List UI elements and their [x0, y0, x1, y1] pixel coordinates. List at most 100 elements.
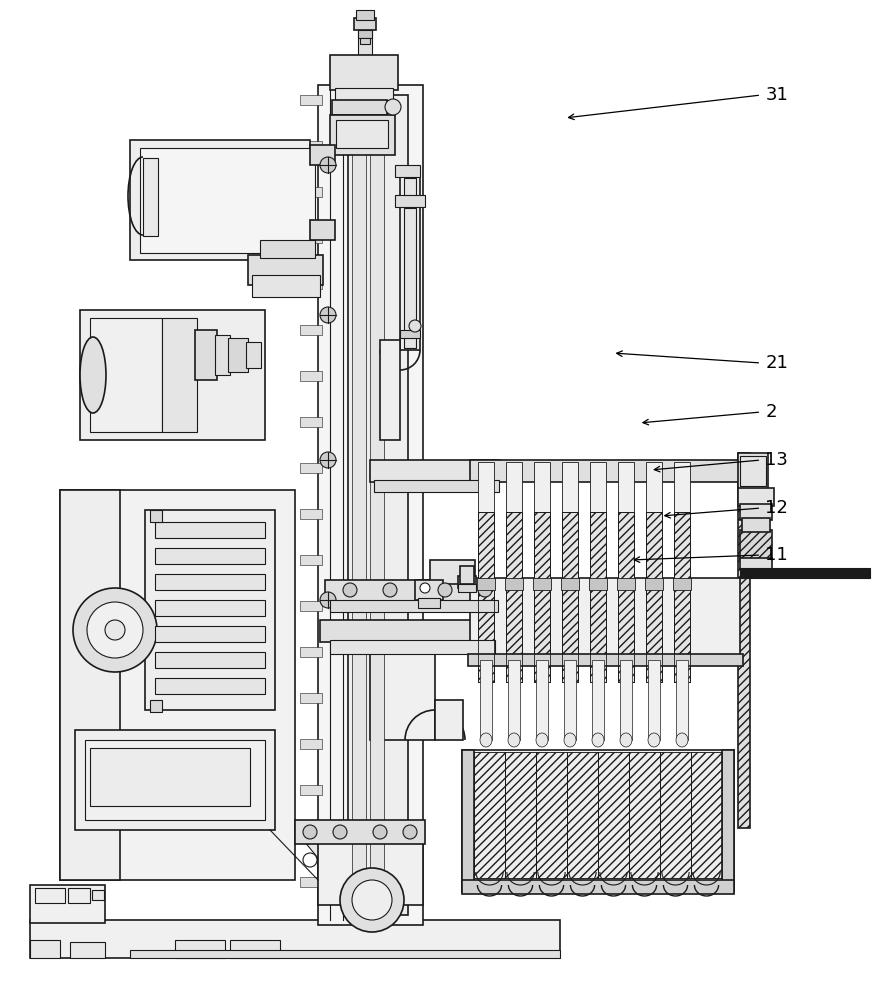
Text: 31: 31	[766, 86, 788, 104]
Bar	[660, 752, 691, 878]
Bar	[533, 578, 551, 590]
Bar	[534, 512, 550, 682]
Bar	[228, 338, 248, 372]
Bar	[374, 480, 499, 492]
Bar	[155, 574, 265, 590]
Bar	[358, 25, 372, 55]
Bar	[534, 512, 550, 682]
Bar	[400, 205, 420, 350]
Bar	[506, 462, 522, 512]
Ellipse shape	[80, 337, 106, 413]
Bar	[629, 752, 660, 878]
Bar	[300, 417, 322, 427]
Bar	[195, 330, 217, 380]
Circle shape	[373, 825, 387, 839]
Bar	[674, 462, 690, 512]
Bar	[300, 739, 322, 749]
Bar	[589, 578, 607, 590]
Bar	[300, 601, 322, 611]
Bar	[645, 578, 663, 590]
Bar	[673, 578, 691, 590]
Bar	[598, 752, 629, 878]
Bar	[508, 660, 520, 740]
Bar	[674, 512, 690, 682]
Bar	[246, 342, 261, 368]
Bar	[30, 885, 105, 923]
Bar	[618, 512, 634, 682]
Bar	[155, 522, 265, 538]
Bar	[300, 647, 322, 657]
Bar	[295, 820, 425, 844]
Bar	[370, 640, 435, 740]
Bar	[300, 463, 322, 473]
Bar	[300, 877, 322, 887]
Bar	[477, 578, 495, 590]
Bar	[35, 888, 65, 903]
Bar	[468, 654, 743, 666]
Polygon shape	[295, 820, 360, 885]
Circle shape	[320, 157, 336, 173]
Bar	[646, 512, 662, 682]
Ellipse shape	[676, 733, 688, 747]
Bar	[672, 580, 736, 656]
Circle shape	[320, 307, 336, 323]
Text: 2: 2	[766, 403, 777, 421]
Bar	[300, 187, 322, 197]
Bar	[738, 453, 768, 489]
Bar	[360, 38, 370, 44]
Circle shape	[320, 452, 336, 468]
Ellipse shape	[564, 733, 576, 747]
Bar	[60, 490, 120, 880]
Bar	[80, 310, 265, 440]
Bar	[740, 504, 772, 520]
Bar	[300, 95, 322, 105]
Bar	[506, 512, 522, 682]
Bar	[300, 325, 322, 335]
Bar	[395, 165, 420, 177]
Bar	[474, 752, 505, 878]
Bar	[230, 940, 280, 958]
Bar	[300, 693, 322, 703]
Bar	[325, 580, 500, 602]
Bar	[562, 462, 578, 512]
Bar	[660, 752, 691, 878]
Bar	[310, 220, 335, 240]
Bar	[318, 840, 423, 905]
Bar	[740, 558, 772, 570]
Bar	[330, 115, 395, 155]
Bar	[617, 578, 635, 590]
Text: 12: 12	[766, 499, 788, 517]
Bar	[130, 950, 560, 958]
Bar	[561, 578, 579, 590]
Bar	[534, 462, 550, 512]
Bar	[740, 530, 772, 560]
Bar	[415, 580, 443, 600]
Bar	[505, 752, 536, 878]
Bar	[474, 752, 505, 878]
Bar	[505, 578, 523, 590]
Circle shape	[87, 602, 143, 658]
Bar	[395, 195, 425, 207]
Bar	[380, 340, 400, 440]
Bar	[505, 752, 536, 878]
Bar	[478, 512, 494, 682]
Bar	[674, 512, 690, 682]
Bar	[354, 18, 376, 30]
Bar	[470, 578, 740, 658]
Bar	[478, 512, 494, 682]
Bar	[330, 640, 495, 654]
Bar	[318, 85, 423, 925]
Bar	[30, 940, 60, 958]
Ellipse shape	[508, 733, 520, 747]
Bar	[130, 140, 310, 260]
Bar	[480, 660, 492, 740]
Bar	[560, 462, 640, 480]
Bar	[332, 100, 387, 115]
Bar	[418, 598, 440, 608]
Bar	[400, 330, 420, 338]
Bar	[646, 512, 662, 682]
Bar	[432, 580, 474, 594]
Circle shape	[383, 583, 397, 597]
Bar	[676, 660, 688, 740]
Bar	[175, 940, 225, 958]
